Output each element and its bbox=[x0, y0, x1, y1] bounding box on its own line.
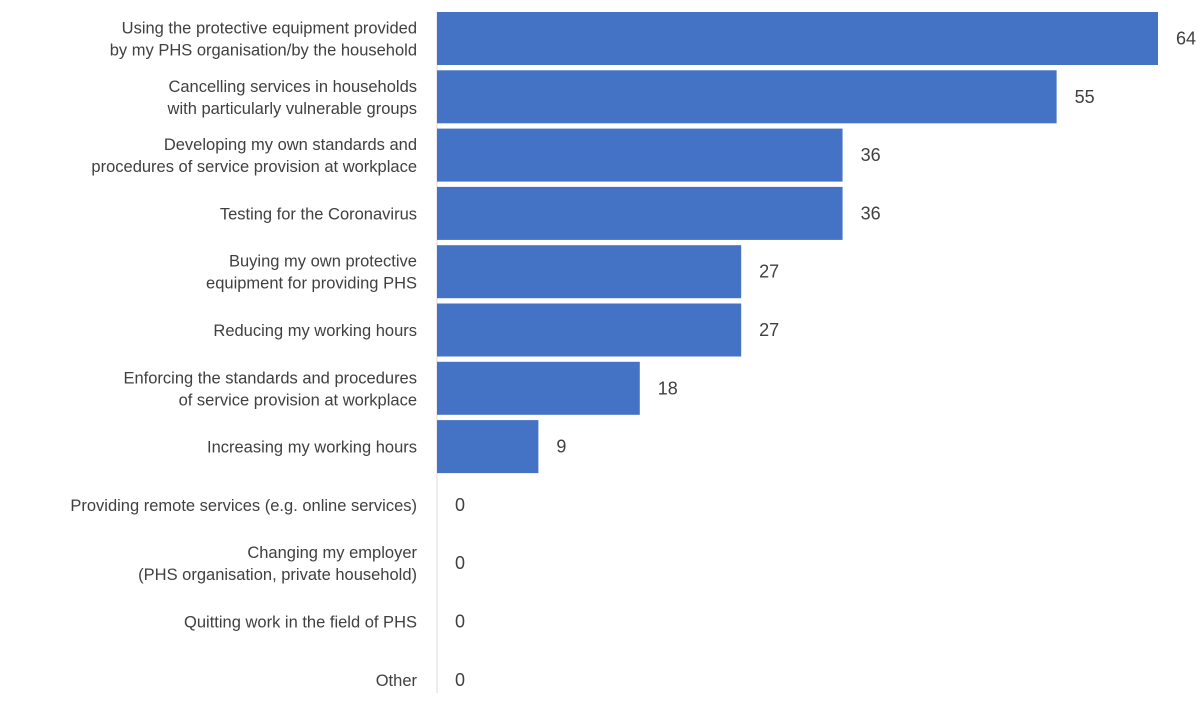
category-label-line: Using the protective equipment provided bbox=[122, 20, 417, 38]
category-label: Developing my own standards and procedure… bbox=[91, 136, 417, 176]
category-label: Providing remote services (e.g. online s… bbox=[70, 497, 417, 515]
bar bbox=[437, 303, 742, 357]
category-labels-group: Using the protective equipment provided b… bbox=[70, 20, 417, 690]
value-label: 27 bbox=[759, 320, 779, 340]
bars-group bbox=[437, 12, 1158, 474]
value-label: 55 bbox=[1075, 87, 1095, 107]
category-label-line: Providing remote services (e.g. online s… bbox=[70, 497, 417, 515]
category-label-line: Cancelling services in households bbox=[168, 78, 417, 96]
category-label: Changing my employer (PHS organisation, p… bbox=[138, 544, 417, 584]
category-label-line: Reducing my working hours bbox=[213, 322, 417, 340]
category-label-line: with particularly vulnerable groups bbox=[167, 100, 417, 118]
category-label-line: Changing my employer bbox=[247, 544, 417, 562]
bar bbox=[437, 128, 843, 182]
bar bbox=[437, 70, 1057, 124]
value-label: 18 bbox=[658, 378, 678, 398]
value-label: 36 bbox=[861, 203, 881, 223]
category-label-line: by my PHS organisation/by the household bbox=[110, 42, 417, 60]
category-label: Buying my own protective equipment for pr… bbox=[206, 253, 417, 293]
category-label: Cancelling services in households with pa… bbox=[167, 78, 417, 118]
category-label-line: equipment for providing PHS bbox=[206, 275, 417, 293]
category-label: Reducing my working hours bbox=[213, 322, 417, 340]
category-label: Quitting work in the field of PHS bbox=[184, 614, 417, 632]
value-label: 0 bbox=[455, 553, 465, 573]
value-label: 36 bbox=[861, 145, 881, 165]
value-label: 0 bbox=[455, 495, 465, 515]
category-label-line: of service provision at workplace bbox=[179, 391, 417, 409]
category-label: Testing for the Coronavirus bbox=[220, 205, 417, 223]
value-label: 27 bbox=[759, 262, 779, 282]
category-label-line: Buying my own protective bbox=[229, 253, 417, 271]
bar bbox=[437, 420, 539, 474]
category-label-line: (PHS organisation, private household) bbox=[138, 566, 417, 584]
category-label-line: Testing for the Coronavirus bbox=[220, 205, 417, 223]
category-label: Other bbox=[376, 672, 418, 690]
category-label: Enforcing the standards and procedures of… bbox=[123, 369, 417, 409]
category-label-line: Other bbox=[376, 672, 418, 690]
category-label-line: Developing my own standards and bbox=[164, 136, 417, 154]
category-label-line: Enforcing the standards and procedures bbox=[123, 369, 417, 387]
bar bbox=[437, 245, 742, 299]
value-label: 64 bbox=[1176, 29, 1196, 49]
category-label: Increasing my working hours bbox=[207, 439, 417, 457]
bar bbox=[437, 361, 640, 415]
category-label-line: procedures of service provision at workp… bbox=[91, 158, 417, 176]
category-label-line: Increasing my working hours bbox=[207, 439, 417, 457]
value-label: 0 bbox=[455, 612, 465, 632]
bar bbox=[437, 12, 1158, 65]
value-labels-group: 64 55 36 36 27 27 18 9 0 0 0 0 bbox=[455, 29, 1196, 690]
category-label: Using the protective equipment provided b… bbox=[110, 20, 417, 60]
bar bbox=[437, 186, 843, 240]
value-label: 0 bbox=[455, 670, 465, 690]
category-label-line: Quitting work in the field of PHS bbox=[184, 614, 417, 632]
value-label: 9 bbox=[556, 437, 566, 457]
